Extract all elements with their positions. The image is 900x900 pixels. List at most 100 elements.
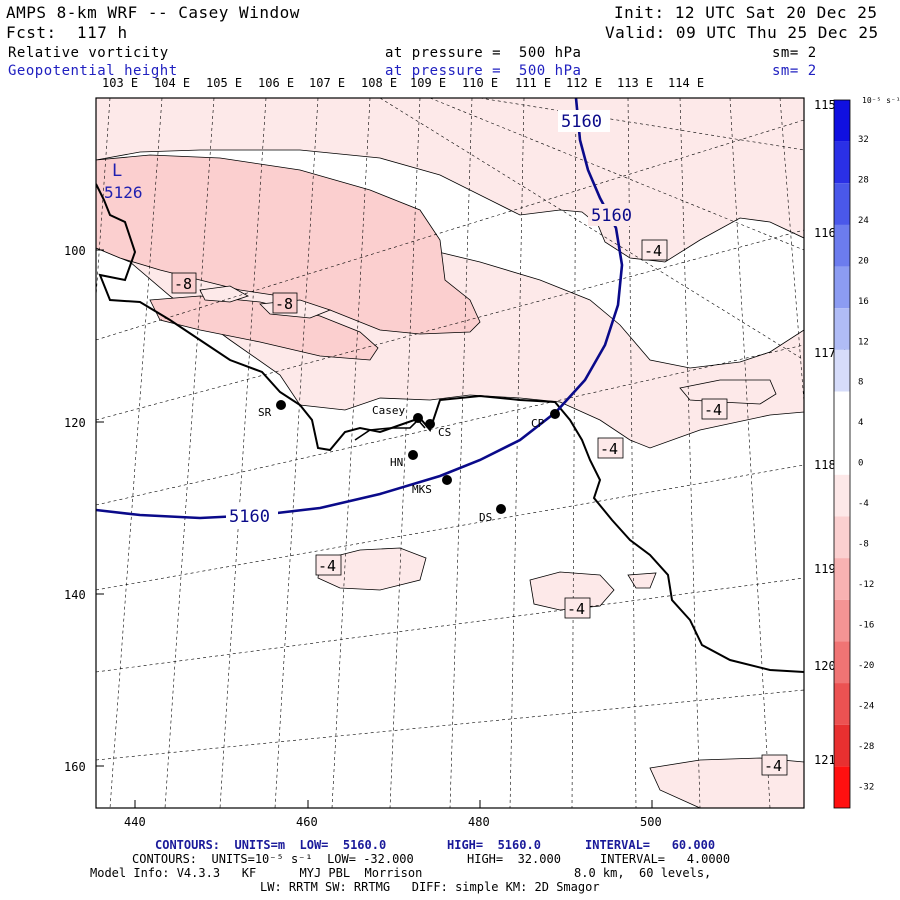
footer-resolution: 8.0 km, 60 levels, [574, 866, 712, 880]
colorbar-tick-label: -28 [858, 742, 874, 752]
axis-ticks [96, 249, 653, 808]
colorbar-swatch [834, 558, 850, 600]
colorbar-tick-label: -16 [858, 620, 874, 630]
station-label-hn: HN [390, 456, 403, 469]
footer-vort-high: HIGH= 32.000 [467, 852, 561, 866]
init-time: Init: 12 UTC Sat 20 Dec 25 [614, 3, 878, 22]
lat-lon-grid [96, 98, 804, 808]
colorbar-swatch [834, 516, 850, 559]
colorbar-tick-label: -8 [858, 540, 869, 550]
station-label-cp: CP [531, 417, 545, 430]
forecast-hour: Fcst: 117 h [6, 23, 128, 42]
field2-smoothing: sm= 2 [772, 63, 817, 79]
station-dot-cp[interactable] [550, 409, 560, 419]
footer-physics: LW: RRTM SW: RRTMG DIFF: simple KM: 2D S… [260, 880, 600, 894]
height-label-bg-1 [558, 110, 610, 132]
vort-label-minus4-b: -4 [704, 401, 722, 419]
lon-label-106: 106 E [258, 76, 295, 90]
lon-label-110: 110 E [462, 76, 499, 90]
x-tick-500: 500 [640, 815, 662, 829]
field2-name: Geopotential height [8, 63, 178, 79]
colorbar-swatch [834, 599, 850, 642]
station-dot-hn[interactable] [408, 450, 418, 460]
colorbar-tick-label: 28 [858, 175, 869, 185]
colorbar-tick-label: -20 [858, 661, 874, 671]
coastline [96, 183, 804, 673]
colorbar-swatch [834, 433, 850, 475]
model-title: AMPS 8-km WRF -- Casey Window [6, 3, 300, 22]
field1-smoothing: sm= 2 [772, 45, 817, 61]
field1-level: at pressure = 500 hPa [385, 45, 582, 61]
vort-label-minus4-a: -4 [644, 242, 662, 260]
height-label-5160-c: 5160 [229, 507, 270, 527]
station-dot-mks[interactable] [442, 475, 452, 485]
vorticity-region-minus4-mid [317, 547, 427, 591]
footer-height-high: HIGH= 5160.0 [447, 838, 541, 852]
low-marker: L [112, 161, 122, 181]
lon-label-113: 113 E [617, 76, 654, 90]
vort-label-minus4-e: -4 [567, 600, 585, 618]
lon-label-103: 103 E [102, 76, 139, 90]
height-label-bg-2 [588, 204, 640, 226]
colorbar-swatch [834, 349, 850, 392]
vort-label-minus4-d: -4 [318, 557, 336, 575]
station-label-cs: CS [438, 426, 451, 439]
lon-label-111: 111 E [515, 76, 552, 90]
footer-vort-interval: INTERVAL= 4.0000 [600, 852, 731, 866]
lon-label-104: 104 E [154, 76, 191, 90]
lon-label-107: 107 E [309, 76, 346, 90]
height-label-5160-b: 5160 [591, 206, 632, 226]
vorticity-region-minus4-east [679, 379, 777, 405]
height-label-bg-3 [226, 505, 278, 527]
colorbar-swatch [834, 308, 850, 350]
colorbar-tick-label: 24 [858, 216, 869, 226]
x-tick-440: 440 [124, 815, 146, 829]
y-tick-160: 160 [64, 760, 86, 774]
vorticity-region-minus4-small [627, 572, 657, 589]
colorbar-tick-label: -24 [858, 701, 874, 711]
station-label-casey: Casey [372, 404, 405, 417]
footer-height-interval: INTERVAL= 60.000 [585, 838, 716, 852]
colorbar-swatch [834, 100, 850, 142]
station-dot-ds[interactable] [496, 504, 506, 514]
x-tick-480: 480 [468, 815, 490, 829]
station-dot-casey[interactable] [413, 413, 423, 423]
vorticity-hole-minus8 [199, 285, 249, 303]
y-tick-140: 140 [64, 588, 86, 602]
colorbar-swatch [834, 224, 850, 267]
plot-frame [95, 97, 805, 809]
station-dot-sr[interactable] [276, 400, 286, 410]
colorbar-swatch [834, 183, 850, 225]
station-dot-cs[interactable] [425, 419, 435, 429]
station-label-sr: SR [258, 406, 272, 419]
x-tick-460: 460 [296, 815, 318, 829]
lon-label-112: 112 E [566, 76, 603, 90]
vorticity-region-minus8-arm [149, 295, 379, 361]
height-label-5160-a: 5160 [561, 112, 602, 132]
colorbar-swatch [834, 724, 850, 767]
low-center-value: 5126 [104, 183, 143, 202]
colorbar-tick-label: 0 [858, 459, 863, 469]
y-tick-120: 120 [64, 416, 86, 430]
colorbar: 32 28 24 20 16 12 8 4 0 -4 -8 -12 -16 -20 -24 -28 -32 [833, 99, 874, 809]
vort-label-minus8-b: -8 [275, 295, 293, 313]
lon-label-114: 114 E [668, 76, 705, 90]
colorbar-tick-label: 4 [858, 418, 863, 428]
footer-vort-contours: CONTOURS: UNITS=10⁻⁵ s⁻¹ LOW= -32.000 [132, 852, 414, 866]
station-label-ds: DS [479, 511, 492, 524]
vorticity-region-minus4-south [529, 571, 615, 611]
lon-label-109: 109 E [410, 76, 447, 90]
footer-model-info: Model Info: V4.3.3 KF MYJ PBL Morrison [90, 866, 423, 880]
colorbar-tick-label: 12 [858, 337, 869, 347]
colorbar-swatch [834, 766, 850, 808]
lon-label-105: 105 E [206, 76, 243, 90]
colorbar-swatch [834, 474, 850, 517]
colorbar-swatch [834, 641, 850, 684]
colorbar-tick-label: -4 [858, 499, 869, 509]
colorbar-swatch [834, 141, 850, 184]
lon-label-108: 108 E [361, 76, 398, 90]
colorbar-tick-label: 32 [858, 135, 869, 145]
field2-level: at pressure = 500 hPa [385, 63, 582, 79]
colorbar-swatch [834, 266, 850, 309]
